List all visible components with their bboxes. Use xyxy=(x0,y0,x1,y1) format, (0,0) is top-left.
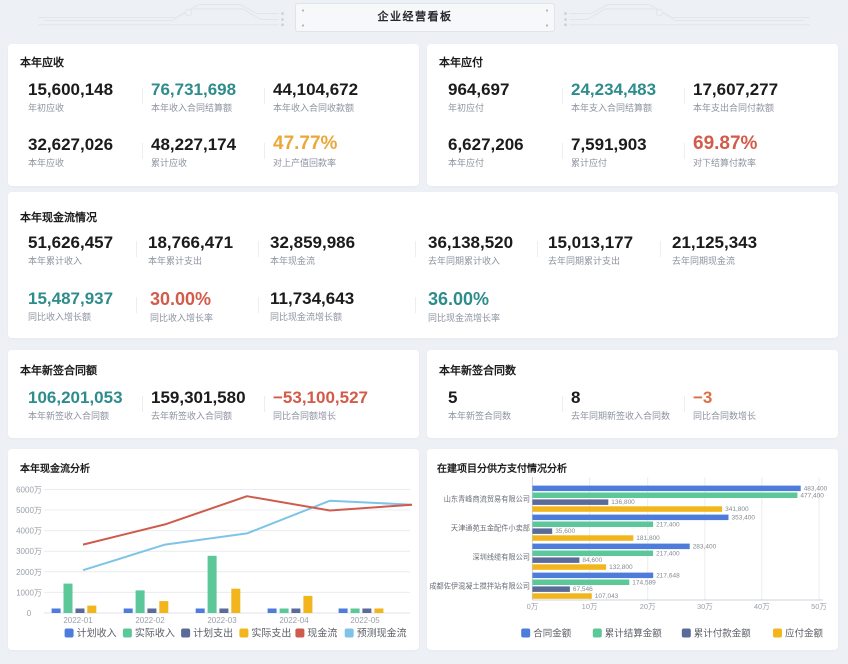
svg-text:成都佐伊混凝土搅拌站有限公司: 成都佐伊混凝土搅拌站有限公司 xyxy=(429,581,530,590)
svg-text:136,800: 136,800 xyxy=(611,499,635,506)
svg-text:181,800: 181,800 xyxy=(636,535,660,542)
svg-text:477,400: 477,400 xyxy=(800,492,824,499)
svg-text:2000万: 2000万 xyxy=(16,568,42,577)
svg-text:107,043: 107,043 xyxy=(595,593,619,600)
svg-text:预测现金流: 预测现金流 xyxy=(357,627,407,640)
svg-text:50万: 50万 xyxy=(811,602,827,611)
svg-text:67,546: 67,546 xyxy=(573,586,593,593)
svg-text:天津通苑五金配件小卖部: 天津通苑五金配件小卖部 xyxy=(451,523,530,532)
svg-text:353,400: 353,400 xyxy=(732,514,756,521)
svg-text:实际支出: 实际支出 xyxy=(251,627,291,640)
svg-text:217,648: 217,648 xyxy=(656,572,680,579)
svg-text:2022-02: 2022-02 xyxy=(135,616,165,625)
svg-text:20万: 20万 xyxy=(640,602,656,611)
svg-text:174,589: 174,589 xyxy=(632,579,656,586)
svg-text:5000万: 5000万 xyxy=(16,506,42,515)
svg-text:84,600: 84,600 xyxy=(582,557,602,564)
svg-text:计划收入: 计划收入 xyxy=(77,627,117,640)
svg-text:0万: 0万 xyxy=(527,602,539,611)
svg-text:10万: 10万 xyxy=(582,602,598,611)
svg-text:217,400: 217,400 xyxy=(656,550,680,557)
svg-text:山东青峰商流贸易有限公司: 山东青峰商流贸易有限公司 xyxy=(444,494,530,503)
svg-text:0: 0 xyxy=(27,609,32,618)
svg-text:217,400: 217,400 xyxy=(656,521,680,528)
svg-text:累计结算金额: 累计结算金额 xyxy=(605,628,663,640)
svg-text:深圳线缆有限公司: 深圳线缆有限公司 xyxy=(472,552,530,561)
svg-text:3000万: 3000万 xyxy=(16,547,42,556)
svg-text:483,400: 483,400 xyxy=(804,485,828,492)
svg-text:4000万: 4000万 xyxy=(16,527,42,536)
svg-text:40万: 40万 xyxy=(754,602,770,611)
svg-text:30万: 30万 xyxy=(697,602,713,611)
svg-text:累计付款金额: 累计付款金额 xyxy=(694,628,752,640)
svg-text:应付金额: 应付金额 xyxy=(785,628,824,640)
svg-text:2022-01: 2022-01 xyxy=(63,616,93,625)
svg-text:6000万: 6000万 xyxy=(16,486,42,495)
svg-text:341,800: 341,800 xyxy=(725,506,749,513)
svg-text:2022-05: 2022-05 xyxy=(350,616,380,625)
svg-text:1000万: 1000万 xyxy=(16,588,42,597)
svg-text:2022-04: 2022-04 xyxy=(279,616,309,625)
svg-text:2022-03: 2022-03 xyxy=(207,616,237,625)
svg-text:132,800: 132,800 xyxy=(609,564,633,571)
svg-text:实际收入: 实际收入 xyxy=(135,627,175,640)
svg-text:283,400: 283,400 xyxy=(693,543,717,550)
svg-text:现金流: 现金流 xyxy=(307,627,337,640)
svg-text:计划支出: 计划支出 xyxy=(193,627,233,640)
svg-text:合同金额: 合同金额 xyxy=(533,628,572,640)
svg-text:35,600: 35,600 xyxy=(555,528,575,535)
